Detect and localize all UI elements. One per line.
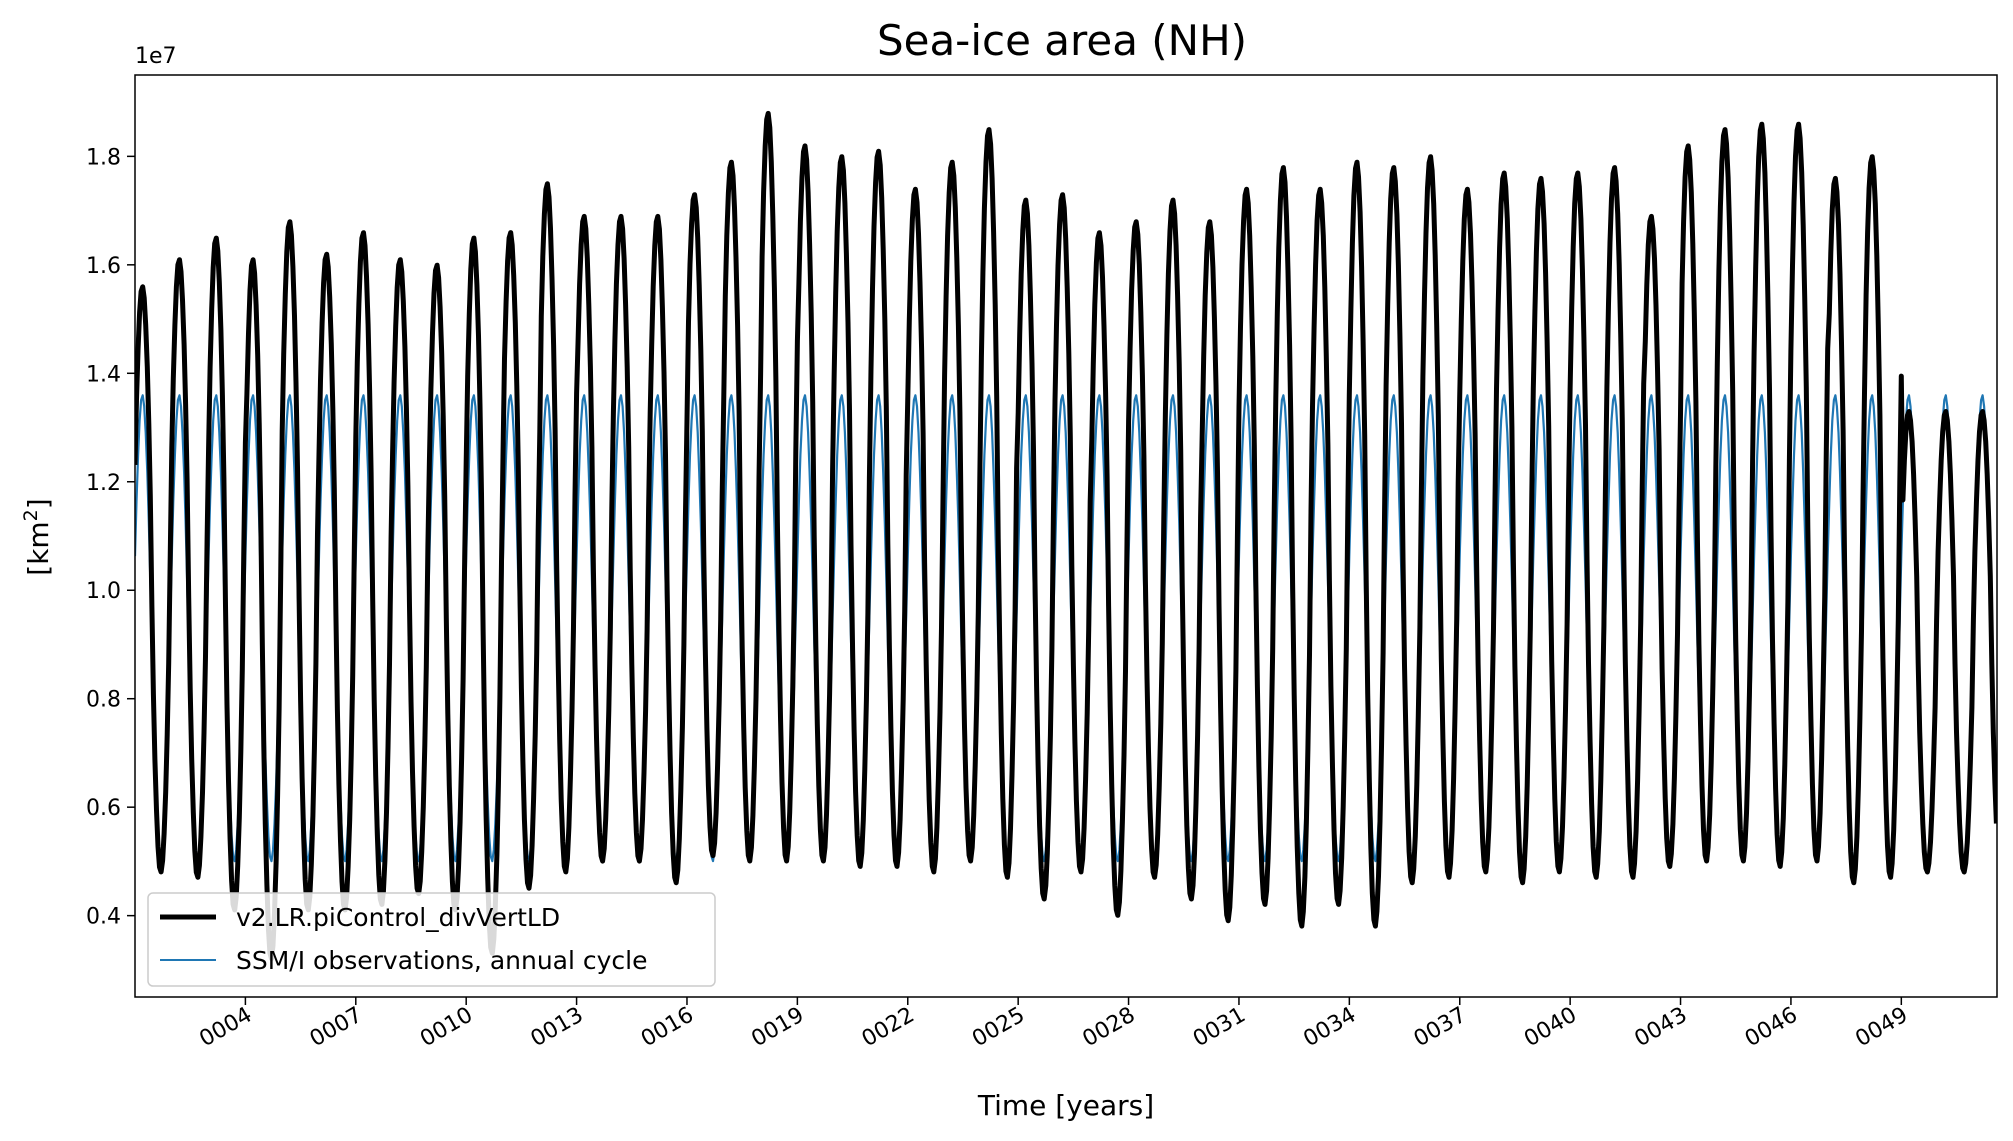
x-axis-label: Time [years] [977, 1089, 1154, 1122]
y-axis-label-end: ] [22, 498, 55, 509]
y-tick-label: 0.6 [86, 796, 121, 821]
y-tick-label: 1.8 [86, 145, 121, 170]
plot-frame [134, 74, 1998, 998]
plot-area [135, 110, 1997, 962]
y-tick-label: 1.4 [86, 362, 121, 387]
series-model-run-line [135, 110, 1997, 962]
legend-label-model-run: v2.LR.piControl_divVertLD [236, 903, 560, 932]
y-tick-label: 0.4 [86, 905, 121, 930]
chart-title: Sea-ice area (NH) [877, 16, 1247, 65]
y-offset-label: 1e7 [135, 44, 177, 69]
y-tick-label: 1.0 [86, 579, 121, 604]
y-axis: 0.4 0.6 0.8 1.0 1.2 1.4 1.6 1.8 [86, 145, 135, 930]
y-axis-label-base: [km [22, 521, 55, 575]
y-axis-label: [km2] [20, 498, 55, 575]
y-axis-label-superscript: 2 [20, 509, 42, 521]
y-tick-label: 1.2 [86, 471, 121, 496]
legend-box [147, 892, 716, 987]
legend: v2.LR.piControl_divVertLD SSM/I observat… [147, 892, 716, 987]
series-model-run [135, 110, 1997, 962]
y-tick-label: 0.8 [86, 688, 121, 713]
legend-label-ssmi-observations: SSM/I observations, annual cycle [236, 946, 648, 975]
y-tick-label: 1.6 [86, 254, 121, 279]
